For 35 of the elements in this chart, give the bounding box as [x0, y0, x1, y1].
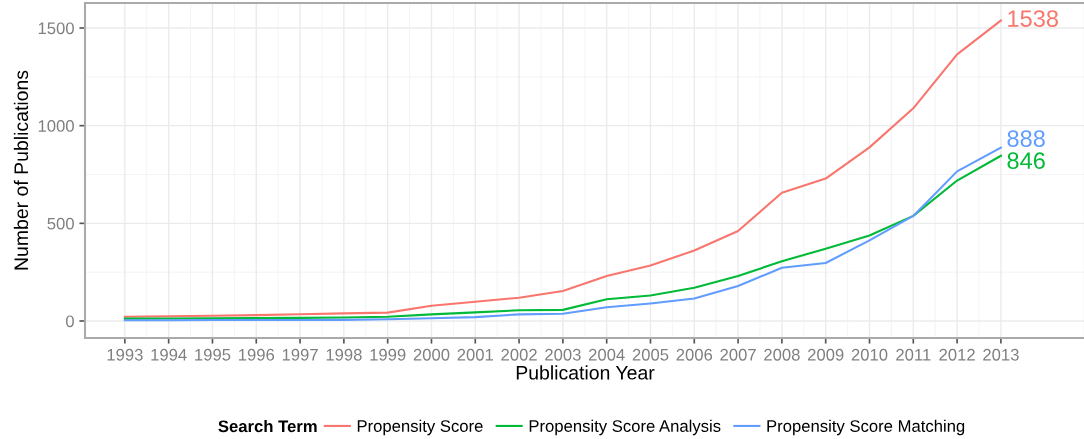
data-label: 846 — [1007, 152, 1045, 170]
x-tick-label: 2004 — [588, 348, 625, 361]
x-tick-label: 2006 — [676, 348, 713, 361]
x-tick-label: 2007 — [720, 348, 756, 361]
y-tick-label: 1000 — [38, 120, 74, 132]
x-tick-label: 2005 — [632, 348, 669, 361]
x-tick-label: 1998 — [326, 348, 362, 361]
data-label: 888 — [1007, 130, 1045, 147]
legend-label: Propensity Score Analysis — [529, 419, 721, 436]
x-tick-label: 1994 — [151, 348, 187, 361]
x-tick-label: 2013 — [983, 348, 1019, 361]
x-tick-label: 2011 — [896, 348, 931, 361]
legend-label: Propensity Score Matching — [767, 419, 965, 436]
x-tick-label: 1997 — [282, 348, 318, 361]
line-series — [123, 19, 1002, 318]
x-tick-label: 2003 — [545, 348, 581, 361]
x-tick-label: 2008 — [764, 348, 800, 361]
y-tick-label: 0 — [65, 315, 74, 328]
x-tick-label: 1995 — [195, 348, 231, 361]
x-tick-label: 1999 — [370, 348, 406, 361]
legend-label: Propensity Score — [357, 419, 483, 436]
x-tick-label: 2009 — [807, 348, 844, 361]
x-tick-label: 2012 — [939, 348, 975, 361]
y-axis-title: Number of Publications — [13, 70, 29, 270]
y-tick-label: 500 — [47, 217, 74, 230]
x-tick-label: 2010 — [851, 348, 888, 361]
data-label: 1538 — [1008, 10, 1058, 27]
x-tick-label: 1996 — [239, 348, 275, 361]
x-tick-label: 2000 — [413, 348, 450, 361]
x-tick-label: 2001 — [457, 348, 493, 361]
x-tick-label: 1993 — [107, 348, 143, 361]
x-tick-label: 2002 — [501, 348, 537, 361]
x-axis-title: Publication Year — [516, 365, 655, 380]
y-tick-label: 1500 — [38, 22, 74, 35]
legend-title: Search Term — [218, 419, 317, 433]
